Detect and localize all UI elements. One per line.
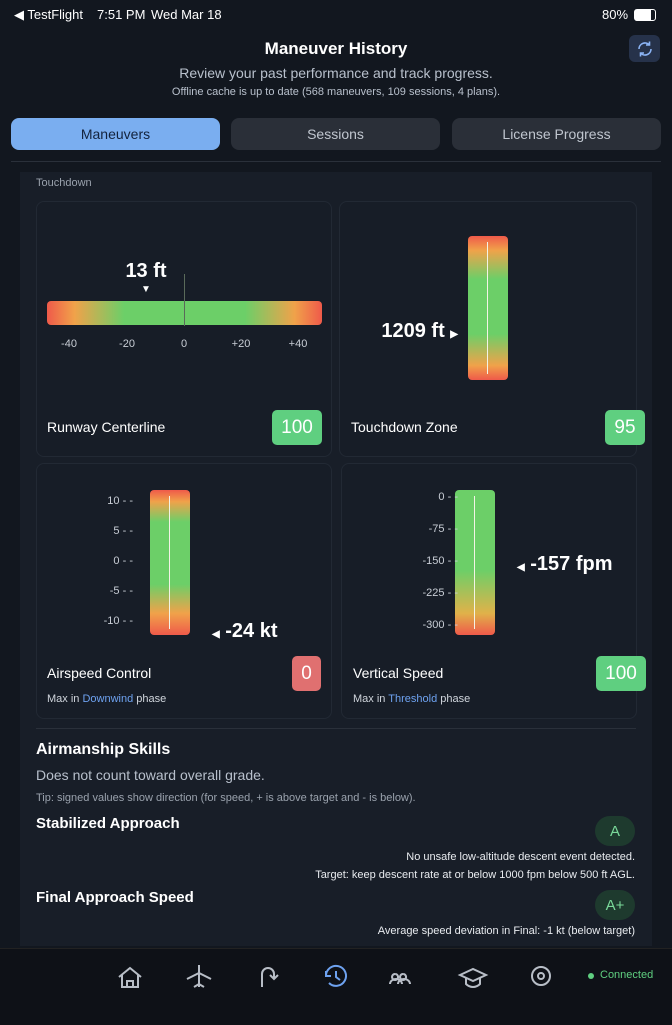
phase-note: Max in Threshold phase <box>353 693 470 705</box>
school-icon[interactable] <box>457 967 489 988</box>
subtitle: Review your past performance and track p… <box>179 65 493 81</box>
tick-label: -40 <box>61 338 77 350</box>
center-line <box>184 274 185 326</box>
gauge-value: ◀ -24 kt <box>212 620 278 642</box>
grade: A <box>595 816 635 846</box>
score: 100 <box>272 410 322 445</box>
card: 10 - - 5 - - 0 - - -5 - - -10 - - ◀ -24 … <box>36 463 332 719</box>
tick-label: +20 <box>231 338 251 350</box>
tick-label: 5 - - <box>113 525 133 537</box>
refresh-icon <box>637 41 652 56</box>
tick-label: -300 - - <box>422 619 458 631</box>
center-line <box>169 496 170 629</box>
phase-note: Max in Downwind phase <box>47 693 166 705</box>
tick-text: 0 <box>438 491 445 503</box>
tick-label: 0 - - <box>438 491 458 503</box>
phase: Downwind <box>82 693 134 705</box>
card: 0 - - -75 - - -150 - - -225 - - -300 - -… <box>341 463 646 719</box>
status-app: ◀ TestFlight <box>14 7 84 22</box>
status-dot <box>588 973 594 979</box>
divider <box>11 161 661 162</box>
nav-icons <box>118 964 594 988</box>
history-icon[interactable] <box>324 964 347 987</box>
route-icon[interactable] <box>261 967 279 987</box>
tick-text: 10 <box>107 495 120 507</box>
skill-detail: Target: keep descent rate at or below 10… <box>315 869 635 881</box>
tick-text: 5 <box>113 525 120 537</box>
tick-label: 0 - - <box>113 555 133 567</box>
gauge-bar <box>455 490 495 635</box>
card-title: Touchdown Zone <box>351 419 458 435</box>
connection-status: Connected <box>600 969 654 981</box>
gauge-value-text: 1209 ft <box>381 320 445 342</box>
title: Maneuver History <box>264 39 408 58</box>
tick-label: -75 - - <box>428 523 458 535</box>
tab-bar: Connected <box>0 948 672 1025</box>
note: Max in <box>353 693 386 705</box>
section-subtitle: Does not count toward overall grade. <box>36 767 265 783</box>
cache-status: Offline cache is up to date (568 maneuve… <box>171 86 501 98</box>
tick-text: -10 <box>103 615 120 627</box>
tick-label: -150 - - <box>422 555 458 567</box>
gauge-bar <box>150 490 190 635</box>
card: 13 ft ▼ -40 -20 0 +20 +40 Runway Centerl… <box>36 201 332 457</box>
tick-label: -10 - - <box>103 615 133 627</box>
settings-icon[interactable] <box>531 966 551 986</box>
gauge-value: 13 ft <box>125 260 167 282</box>
skill-name: Stabilized Approach <box>36 815 180 832</box>
note: Max in <box>47 693 80 705</box>
note: phase <box>440 693 471 705</box>
tick-text: -75 <box>428 523 445 535</box>
marker: ▼ <box>141 284 151 295</box>
skill-detail: Average speed deviation in Final: -1 kt … <box>377 925 635 937</box>
card-title: Airspeed Control <box>47 665 152 681</box>
tab[interactable]: License Progress <box>452 118 661 150</box>
battery-icon <box>634 9 656 21</box>
tick-label: -5 - - <box>109 585 133 597</box>
score: 100 <box>596 656 646 691</box>
content-panel: Touchdown 13 ft ▼ -40 -20 0 +20 +40 Runw… <box>20 172 652 946</box>
tick-label: -20 <box>119 338 135 350</box>
refresh-button[interactable] <box>629 35 660 62</box>
tip: Tip: signed values show direction (for s… <box>36 792 416 804</box>
status-date: Wed Mar 18 <box>151 7 222 22</box>
tab[interactable]: Maneuvers <box>11 118 220 150</box>
battery: 80% <box>602 7 629 22</box>
score: 0 <box>292 656 321 691</box>
note: phase <box>136 693 167 705</box>
tick-label: -225 - - <box>422 587 458 599</box>
gauge-value: ◀ -157 fpm <box>517 553 613 575</box>
center-line <box>474 496 475 629</box>
home-icon[interactable] <box>118 966 142 988</box>
tick-label: 10 - - <box>107 495 133 507</box>
tick-text: -5 <box>109 585 120 597</box>
tab[interactable]: Sessions <box>231 118 440 150</box>
gauge-value: 1209 ft ▶ <box>381 320 458 342</box>
section-title: Airmanship Skills <box>36 741 171 758</box>
center-line <box>487 242 488 374</box>
plane-icon[interactable] <box>186 965 212 988</box>
gauge-value-text: -157 fpm <box>530 553 613 575</box>
card-title: Runway Centerline <box>47 419 166 435</box>
grade: A+ <box>595 890 635 920</box>
tick-text: -225 <box>422 587 445 599</box>
tick-text: -150 <box>422 555 445 567</box>
skill-detail: No unsafe low-altitude descent event det… <box>406 851 635 863</box>
status-time: 7:51 PM <box>97 7 146 22</box>
score: 95 <box>605 410 645 445</box>
tick-label: 0 <box>180 338 188 350</box>
gauge-value-text: -24 kt <box>225 620 278 642</box>
people-icon[interactable] <box>389 973 411 985</box>
tick-label: +40 <box>288 338 308 350</box>
skill-name: Final Approach Speed <box>36 889 194 906</box>
card-title: Vertical Speed <box>353 665 444 681</box>
gauge-bar <box>468 236 508 380</box>
tick-text: -300 <box>422 619 445 631</box>
phase: Threshold <box>388 693 438 705</box>
card: 1209 ft ▶ Touchdown Zone 95 <box>339 201 645 457</box>
section-label: Touchdown <box>36 177 92 189</box>
divider <box>36 728 636 729</box>
tick-text: 0 <box>113 555 120 567</box>
